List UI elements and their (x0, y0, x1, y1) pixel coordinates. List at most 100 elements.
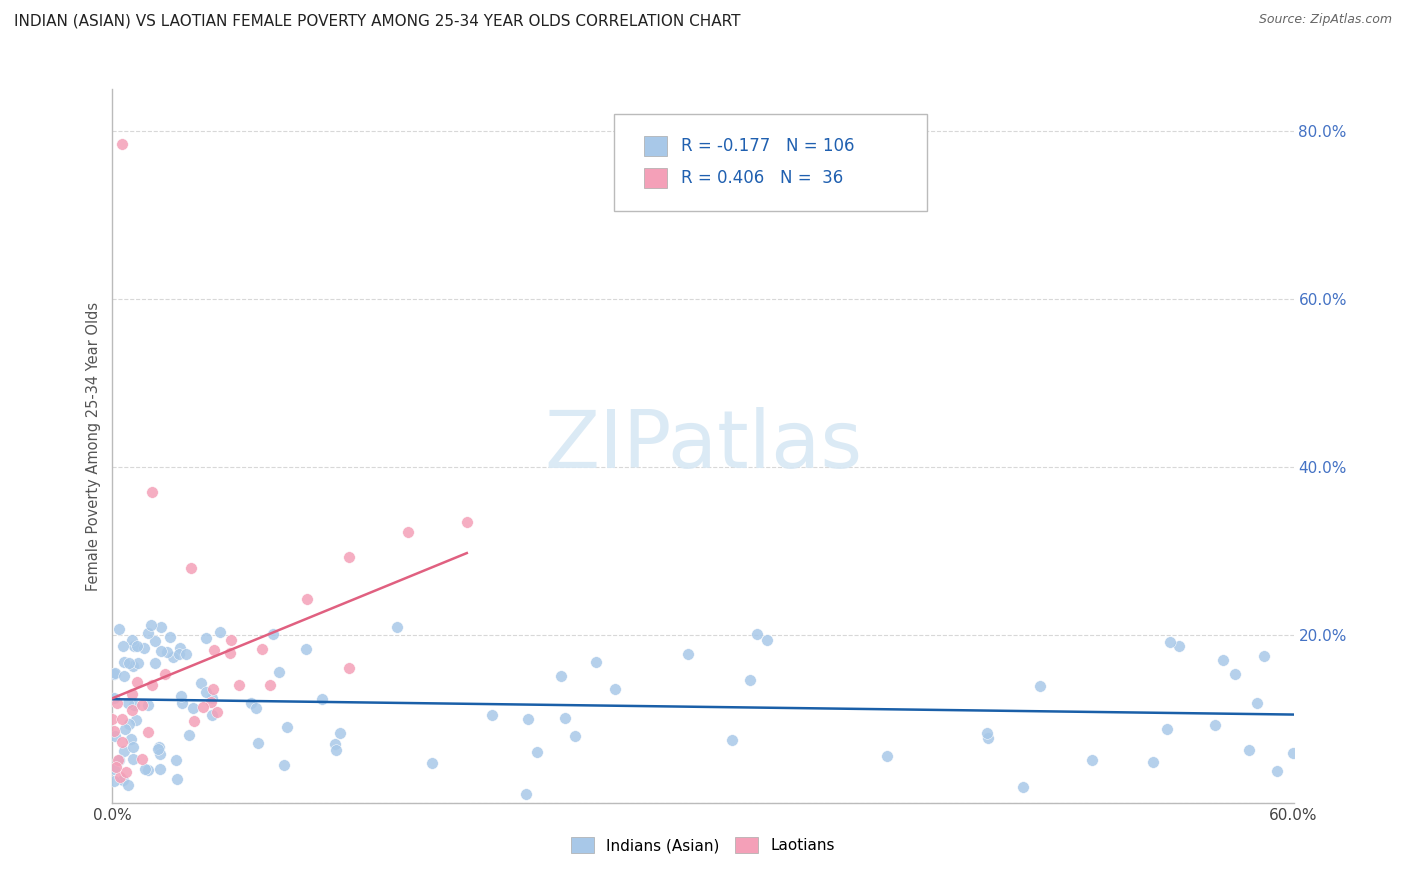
Point (481, 708, 503, 723)
Y-axis label: Female Poverty Among 25-34 Year Olds: Female Poverty Among 25-34 Year Olds (86, 301, 101, 591)
Point (112, 669, 135, 683)
Point (136, 698, 159, 713)
Point (228, 678, 250, 692)
Text: Source: ZipAtlas.com: Source: ZipAtlas.com (1258, 13, 1392, 27)
Point (121, 687, 143, 701)
Point (111, 712, 134, 726)
Point (131, 698, 153, 712)
Point (121, 703, 143, 717)
Point (111, 735, 134, 749)
Point (117, 696, 139, 710)
Point (125, 675, 148, 690)
Legend: Indians (Asian), Laotians: Indians (Asian), Laotians (565, 831, 841, 859)
Point (218, 646, 240, 660)
Point (115, 765, 138, 780)
Point (103, 774, 125, 789)
Point (165, 753, 187, 767)
Point (170, 689, 193, 703)
Point (385, 620, 408, 634)
Point (1239, 742, 1261, 756)
FancyBboxPatch shape (644, 169, 666, 188)
FancyBboxPatch shape (644, 136, 666, 156)
Point (295, 642, 318, 657)
Point (202, 681, 225, 696)
Text: INDIAN (ASIAN) VS LAOTIAN FEMALE POVERTY AMONG 25-34 YEAR OLDS CORRELATION CHART: INDIAN (ASIAN) VS LAOTIAN FEMALE POVERTY… (14, 13, 741, 29)
Point (169, 640, 191, 655)
Point (122, 698, 145, 712)
Point (134, 762, 156, 776)
Point (105, 760, 128, 774)
Point (107, 622, 129, 636)
Point (148, 742, 170, 756)
Point (141, 617, 163, 632)
Point (112, 744, 135, 758)
Point (273, 758, 295, 772)
Point (977, 731, 1000, 745)
Point (1142, 755, 1164, 769)
Point (112, 772, 135, 787)
Text: R = 0.406   N =  36: R = 0.406 N = 36 (682, 169, 844, 187)
Point (107, 753, 129, 767)
Point (103, 723, 125, 738)
Point (136, 626, 159, 640)
Point (125, 713, 148, 727)
Point (1246, 697, 1268, 711)
Point (456, 516, 478, 530)
Point (603, 681, 626, 696)
Point (276, 720, 298, 734)
Point (125, 639, 148, 653)
Point (1253, 648, 1275, 663)
Point (297, 591, 319, 606)
Text: R = -0.177   N = 106: R = -0.177 N = 106 (682, 137, 855, 155)
Point (585, 655, 607, 669)
Point (337, 661, 360, 675)
Point (117, 656, 139, 670)
Point (150, 644, 173, 658)
Point (329, 726, 352, 740)
Point (208, 625, 231, 640)
Point (131, 752, 153, 766)
Point (1029, 679, 1052, 693)
Point (104, 729, 127, 743)
Point (177, 728, 200, 742)
Point (1159, 635, 1181, 649)
Point (112, 655, 135, 669)
Point (676, 648, 699, 662)
Point (134, 640, 156, 655)
Point (1281, 746, 1303, 760)
Point (124, 640, 146, 654)
Point (121, 633, 143, 648)
Point (110, 770, 132, 784)
Point (118, 716, 141, 731)
Point (111, 640, 134, 654)
Point (141, 485, 163, 500)
Point (190, 675, 212, 690)
Point (103, 691, 125, 706)
Point (101, 712, 124, 726)
Point (1223, 667, 1246, 681)
Point (219, 632, 242, 647)
Point (337, 549, 360, 564)
FancyBboxPatch shape (614, 114, 928, 211)
Point (396, 524, 419, 539)
Point (564, 729, 586, 743)
Point (262, 626, 284, 640)
Point (149, 747, 172, 761)
Text: ZIPatlas: ZIPatlas (544, 407, 862, 485)
Point (311, 692, 333, 706)
Point (180, 560, 202, 574)
Point (121, 739, 143, 754)
Point (515, 787, 537, 801)
Point (136, 764, 159, 778)
Point (166, 772, 188, 786)
Point (259, 678, 281, 692)
Point (122, 751, 145, 765)
Point (1156, 723, 1178, 737)
Point (136, 725, 159, 739)
Point (202, 643, 225, 657)
Point (246, 736, 269, 750)
Point (747, 626, 769, 640)
Point (250, 641, 273, 656)
Point (148, 740, 170, 755)
Point (120, 731, 142, 746)
